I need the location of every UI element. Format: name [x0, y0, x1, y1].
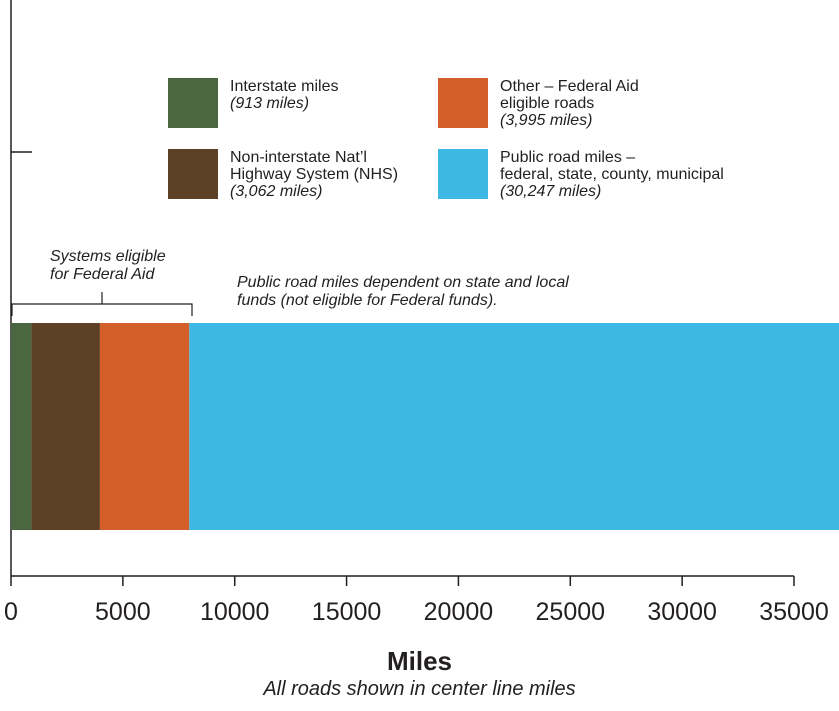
legend-item-public-road: Public road miles – federal, state, coun…: [438, 149, 724, 200]
legend-label-federal-aid: Other – Federal Aid eligible roads: [500, 78, 639, 112]
legend-swatch-public-road: [438, 149, 488, 199]
federal-aid-bracket-label: Systems eligible for Federal Aid: [50, 248, 166, 284]
x-tick-label: 10000: [200, 598, 270, 626]
x-tick-label: 20000: [424, 598, 494, 626]
legend-label-public-road: Public road miles – federal, state, coun…: [500, 149, 724, 183]
legend-item-federal-aid: Other – Federal Aid eligible roads (3,99…: [438, 78, 639, 129]
x-tick-label: 25000: [536, 598, 606, 626]
legend-label-interstate: Interstate miles: [230, 78, 338, 95]
x-tick-label: 0: [4, 598, 18, 626]
legend-label-nhs: Non-interstate Nat’l Highway System (NHS…: [230, 149, 398, 183]
legend-sublabel-public-road: (30,247 miles): [500, 183, 724, 200]
x-axis-title: Miles: [0, 646, 839, 677]
x-tick-label: 35000: [759, 598, 829, 626]
legend-sublabel-federal-aid: (3,995 miles): [500, 112, 639, 129]
bar-segment-nhs: [31, 323, 100, 530]
dependent-funds-annotation: Public road miles dependent on state and…: [237, 274, 569, 310]
legend-item-nhs: Non-interstate Nat’l Highway System (NHS…: [168, 149, 398, 200]
legend-item-interstate: Interstate miles (913 miles): [168, 78, 338, 128]
legend-sublabel-interstate: (913 miles): [230, 95, 338, 112]
bar-segments: [11, 323, 839, 530]
x-tick-label: 5000: [95, 598, 151, 626]
legend-swatch-interstate: [168, 78, 218, 128]
federal-aid-bracket: [12, 292, 192, 316]
bar-segment-public_road: [189, 323, 839, 530]
bar-segment-interstate: [11, 323, 31, 530]
bar-segment-federal_aid: [100, 323, 189, 530]
chart-footnote: All roads shown in center line miles: [0, 678, 839, 701]
legend-sublabel-nhs: (3,062 miles): [230, 183, 398, 200]
x-tick-label: 15000: [312, 598, 382, 626]
x-tick-label: 30000: [647, 598, 717, 626]
x-axis-ticks: 0 5000 10000 15000 20000 25000 30000 35000: [4, 576, 829, 626]
legend-swatch-federal-aid: [438, 78, 488, 128]
legend-swatch-nhs: [168, 149, 218, 199]
